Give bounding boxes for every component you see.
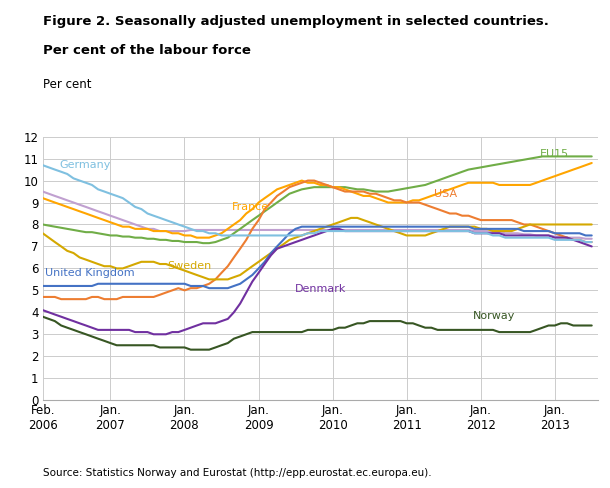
Text: USA: USA <box>434 189 457 199</box>
Text: Per cent of the labour force: Per cent of the labour force <box>43 44 251 57</box>
Text: Germany: Germany <box>59 160 111 170</box>
Text: Sweden: Sweden <box>168 261 212 270</box>
Text: Source: Statistics Norway and Eurostat (http://epp.eurostat.ec.europa.eu).: Source: Statistics Norway and Eurostat (… <box>43 468 431 478</box>
Text: Per cent: Per cent <box>43 78 92 91</box>
Text: France: France <box>231 203 268 212</box>
Text: Norway: Norway <box>473 311 515 321</box>
Text: United Kingdom: United Kingdom <box>46 268 135 278</box>
Text: EU15: EU15 <box>539 149 569 159</box>
Text: Figure 2. Seasonally adjusted unemployment in selected countries.: Figure 2. Seasonally adjusted unemployme… <box>43 15 548 28</box>
Text: Denmark: Denmark <box>295 284 346 294</box>
